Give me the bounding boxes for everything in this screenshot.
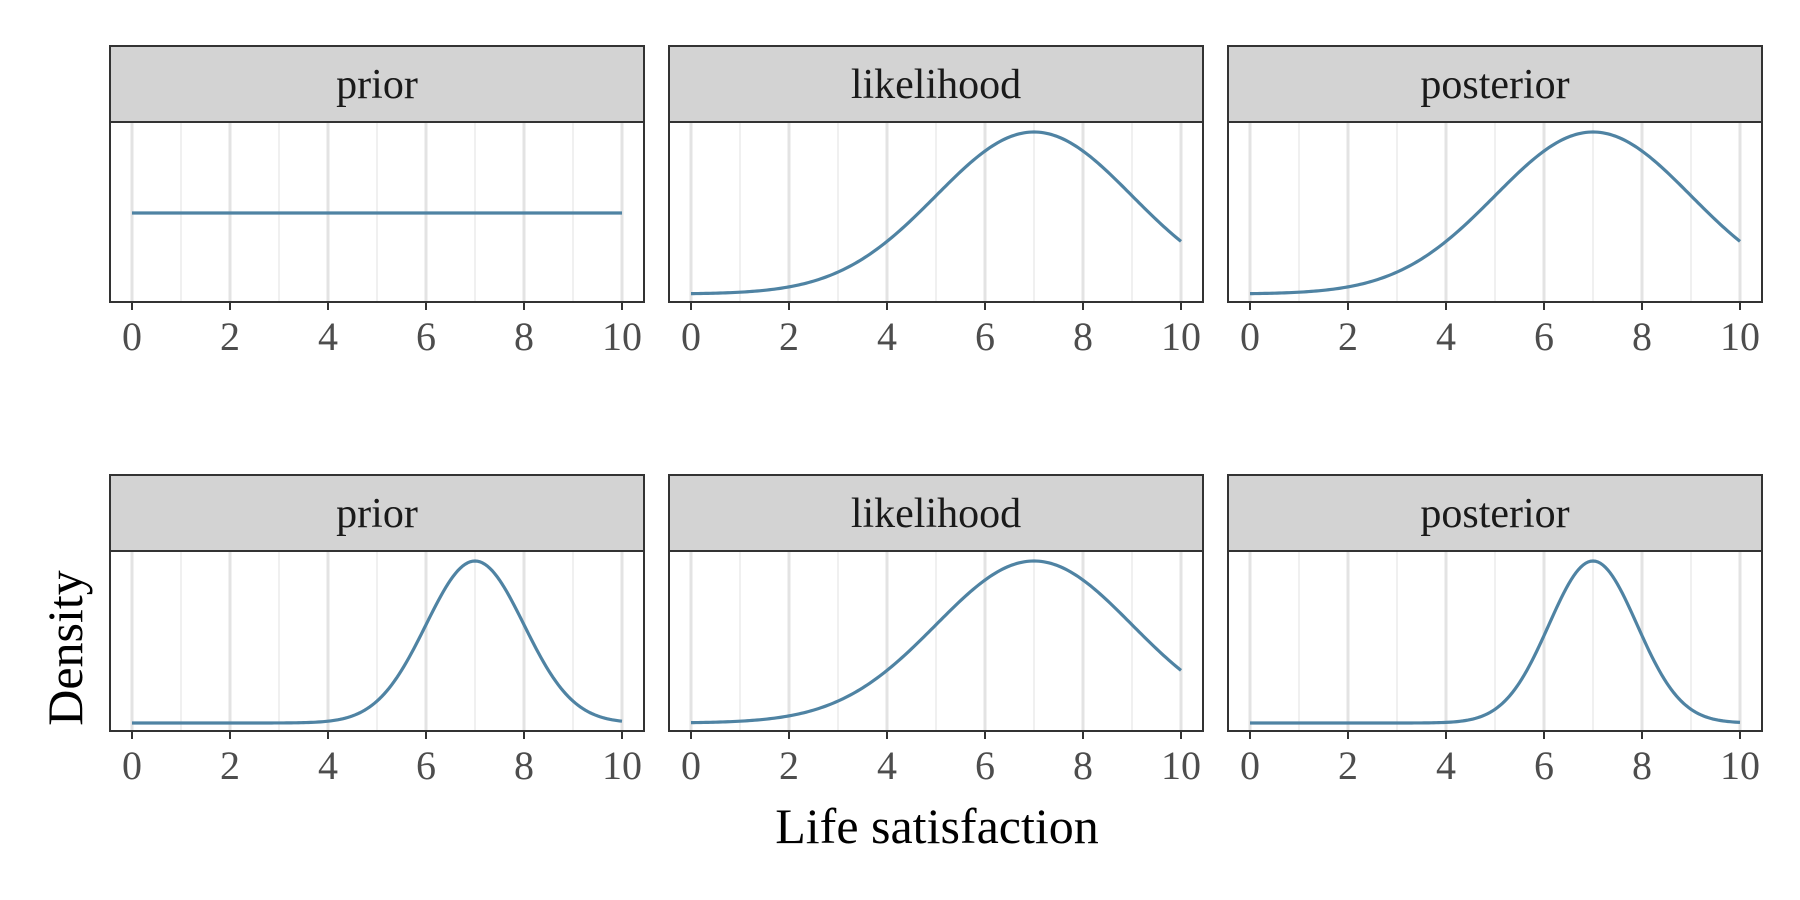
x-tick-label: 0	[1240, 314, 1260, 359]
panel-1-likelihood: likelihood 0 2 4 6 8 10	[668, 45, 1204, 359]
facet-strip	[1227, 45, 1763, 123]
x-tick-label: 0	[1240, 743, 1260, 788]
x-tick-label: 0	[122, 314, 142, 359]
x-tick-label: 2	[220, 314, 240, 359]
x-tick-label: 6	[416, 314, 436, 359]
x-tick-label: 10	[1161, 743, 1201, 788]
x-tick-label: 0	[681, 314, 701, 359]
panel-1-prior: prior 0 2 4 6 8 10	[109, 45, 645, 359]
x-tick-label: 8	[514, 314, 534, 359]
x-tick-label: 6	[1534, 314, 1554, 359]
density-line-posterior	[1250, 559, 1741, 725]
x-tick-label: 0	[122, 743, 142, 788]
x-tick-label: 2	[1338, 314, 1358, 359]
x-tick-label: 8	[1073, 743, 1093, 788]
x-tick-label: 2	[1338, 743, 1358, 788]
x-tick-label: 10	[1720, 314, 1760, 359]
x-tick-label: 2	[220, 743, 240, 788]
facet-title: likelihood	[851, 62, 1021, 108]
x-tick-label: 6	[416, 743, 436, 788]
facet-title: prior	[336, 491, 418, 537]
x-tick-label: 10	[1161, 314, 1201, 359]
facet-title: likelihood	[851, 491, 1021, 537]
facet-title: posterior	[1420, 491, 1569, 537]
facet-strip	[668, 474, 1204, 552]
facet-title: posterior	[1420, 62, 1569, 108]
x-tick-label: 2	[779, 314, 799, 359]
panel-border	[668, 550, 1204, 732]
x-tick-label: 2	[779, 743, 799, 788]
density-line-prior	[132, 559, 623, 725]
x-tick-label: 8	[1632, 743, 1652, 788]
density-line-likelihood	[690, 130, 1183, 296]
panel-border	[109, 121, 645, 303]
facet-strip	[109, 45, 645, 123]
x-tick-label: 4	[1436, 314, 1456, 359]
y-axis-label: Density	[37, 570, 93, 726]
panel-1-posterior: posterior 0 2 4 6 8 10	[1227, 45, 1763, 359]
x-tick-label: 4	[877, 743, 897, 788]
x-tick-label: 8	[514, 743, 534, 788]
density-line-posterior	[1249, 130, 1742, 296]
panel-border	[109, 550, 645, 732]
panel-2-likelihood: likelihood 0 2 4 6 8 10	[668, 474, 1204, 788]
x-tick-label: 4	[318, 314, 338, 359]
panel-border	[668, 121, 1204, 303]
x-tick-label: 6	[1534, 743, 1554, 788]
panel-border	[1227, 550, 1763, 732]
x-tick-label: 10	[1720, 743, 1760, 788]
panel-border	[1227, 121, 1763, 303]
panel-2-prior: prior 0 2 4 6 8 10	[109, 474, 645, 788]
x-tick-label: 4	[318, 743, 338, 788]
facet-strip	[109, 474, 645, 552]
x-tick-label: 6	[975, 314, 995, 359]
x-tick-label: 4	[1436, 743, 1456, 788]
panel-2-posterior: posterior 0 2 4 6 8 10	[1227, 474, 1763, 788]
x-axis-label: Life satisfaction	[775, 798, 1099, 854]
x-tick-label: 4	[877, 314, 897, 359]
density-line-likelihood	[690, 559, 1183, 725]
facet-title: prior	[336, 62, 418, 108]
x-tick-label: 10	[602, 743, 642, 788]
x-tick-label: 6	[975, 743, 995, 788]
x-tick-label: 8	[1073, 314, 1093, 359]
facet-strip	[668, 45, 1204, 123]
x-tick-label: 0	[681, 743, 701, 788]
x-tick-label: 10	[602, 314, 642, 359]
x-tick-label: 8	[1632, 314, 1652, 359]
